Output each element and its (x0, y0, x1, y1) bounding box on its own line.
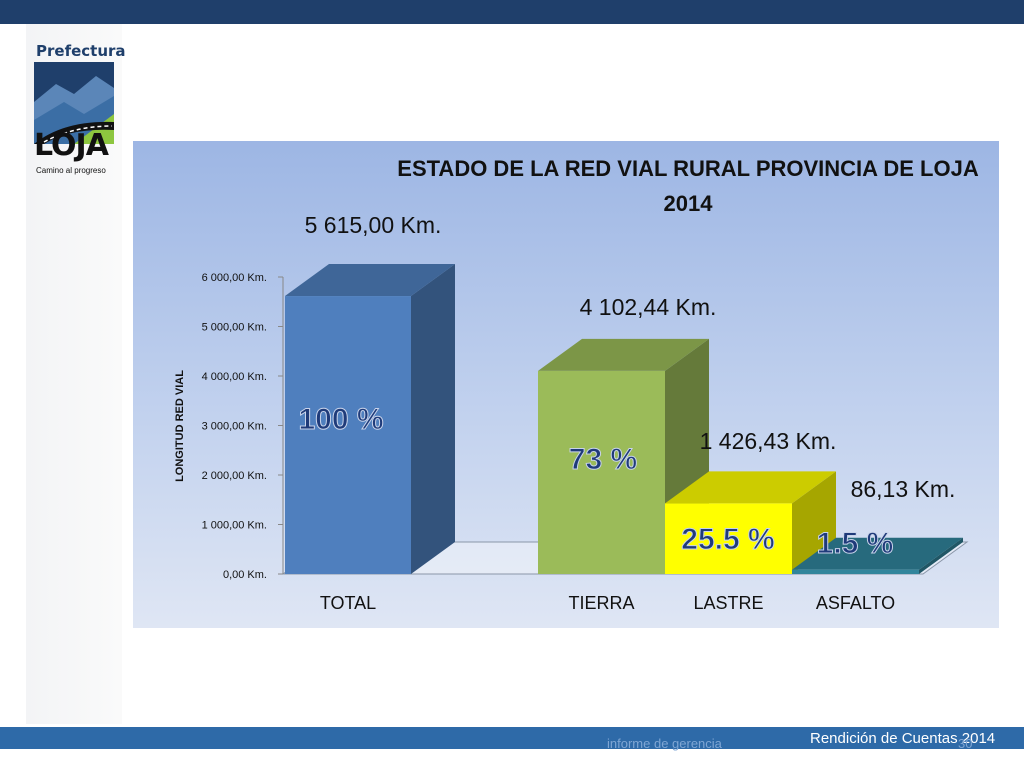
logo-name-text: LOJA (34, 128, 109, 163)
x-tick-label: TOTAL (320, 593, 376, 613)
road-network-chart: ESTADO DE LA RED VIAL RURAL PROVINCIA DE… (174, 156, 979, 613)
value-label: 86,13 Km. (851, 476, 956, 502)
x-tick-label: ASFALTO (816, 593, 895, 613)
prefectura-logo: Prefectura LOJA Camino al progreso (30, 42, 126, 182)
chart-title-line1: ESTADO DE LA RED VIAL RURAL PROVINCIA DE… (397, 156, 979, 181)
percent-label: 73 % (569, 443, 637, 476)
bar-top-tierra (538, 338, 709, 371)
bottom-bar (0, 727, 1024, 749)
value-label: 4 102,44 Km. (580, 294, 717, 320)
y-tick-label: 1 000,00 Km. (202, 520, 267, 532)
bar-total (285, 296, 411, 574)
y-axis-label: LONGITUD RED VIAL (174, 370, 186, 482)
percent-label: 1.5 % (817, 527, 894, 560)
bar-asfalto (792, 569, 919, 574)
value-label: 5 615,00 Km. (305, 212, 442, 238)
percent-label: 100 % (298, 403, 383, 436)
logo-org-text: Prefectura (36, 42, 126, 60)
footer-title: Rendición de Cuentas 2014 (810, 730, 996, 747)
y-tick-label: 2 000,00 Km. (202, 470, 267, 482)
percent-label: 25.5 % (681, 523, 774, 556)
page-number: 30 (958, 736, 973, 751)
logo-tagline: Camino al progreso (36, 166, 106, 175)
footer-subtitle: informe de gerencia (607, 736, 722, 751)
bar-top-asfalto (792, 537, 963, 570)
bar-tierra (538, 370, 665, 574)
x-tick-label: TIERRA (568, 593, 634, 613)
x-tick-label: LASTRE (693, 593, 763, 613)
top-bar (0, 0, 1024, 24)
chart-panel: ESTADO DE LA RED VIAL RURAL PROVINCIA DE… (133, 141, 999, 628)
bar-side-asfalto (919, 537, 963, 574)
bar-side-total (411, 264, 455, 574)
y-tick-label: 6 000,00 Km. (202, 272, 267, 284)
y-tick-label: 3 000,00 Km. (202, 421, 267, 433)
bar-top-lastre (665, 471, 836, 504)
y-tick-label: 0,00 Km. (223, 569, 267, 581)
chart-title-line2: 2014 (664, 191, 714, 216)
value-label: 1 426,43 Km. (700, 428, 837, 454)
bar-lastre (665, 503, 792, 574)
bar-top-total (285, 264, 455, 297)
logo-mountains-icon (34, 62, 114, 144)
y-tick-label: 5 000,00 Km. (202, 322, 267, 334)
y-tick-label: 4 000,00 Km. (202, 371, 267, 383)
